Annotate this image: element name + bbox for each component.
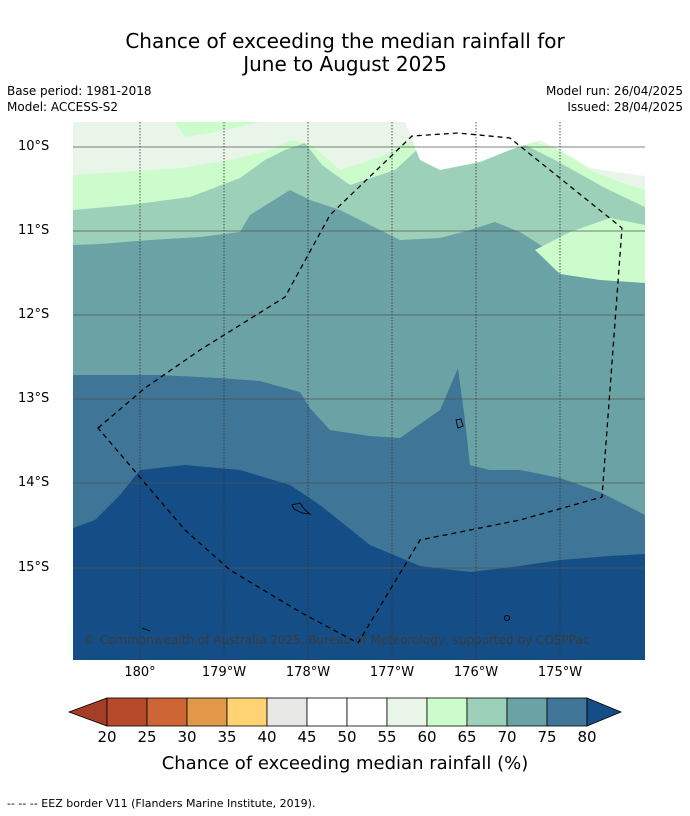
lat-label-15s: 15°S (18, 560, 50, 575)
lon-label-177w: 177°W (369, 665, 415, 680)
lon-label-176w: 176°W (453, 665, 499, 680)
rainfall-map (73, 122, 645, 660)
island-4 (141, 627, 151, 632)
band-45-55 (405, 122, 645, 176)
colorbar-swatch (306, 697, 348, 727)
colorbar-tick-label: 40 (257, 728, 277, 746)
issued-date: Issued: 28/04/2025 (567, 100, 683, 114)
colorbar-tick-label: 20 (97, 728, 117, 746)
colorbar-tick-label: 80 (577, 728, 597, 746)
colorbar-swatch (466, 697, 508, 727)
colorbar-tick-label: 60 (417, 728, 437, 746)
title-line-2: June to August 2025 (243, 52, 447, 76)
lat-label-12s: 12°S (18, 307, 50, 322)
islands (141, 418, 510, 632)
colorbar-tick-label: 30 (177, 728, 197, 746)
island-2 (455, 418, 464, 429)
lat-label-10s: 10°S (18, 139, 50, 154)
colorbar-swatch (506, 697, 548, 727)
colorbar-swatch (226, 697, 268, 727)
lat-label-14s: 14°S (18, 475, 50, 490)
lon-label-175w: 175°W (537, 665, 583, 680)
model-run: Model run: 26/04/2025 (545, 84, 683, 98)
base-period: Base period: 1981-2018 (7, 84, 152, 98)
lat-label-13s: 13°S (18, 391, 50, 406)
lat-label-11s: 11°S (18, 223, 50, 238)
band-60-65-wedge (535, 218, 645, 283)
graticule (73, 146, 645, 569)
title-line-1: Chance of exceeding the median rainfall … (125, 29, 565, 53)
band-60-65-nub (175, 122, 260, 137)
meta-right: Model run: 26/04/2025 Issued: 28/04/2025 (546, 83, 683, 115)
lon-label-179w: 179°W (201, 665, 247, 680)
colorbar-tick-label: 45 (297, 728, 317, 746)
colorbar-swatch (186, 697, 228, 727)
band-70-75-mid (73, 266, 620, 470)
colorbar-tick-label: 65 (457, 728, 477, 746)
copyright-notice: © Commonwealth of Australia 2025, Bureau… (84, 633, 590, 647)
colorbar-swatch (346, 697, 388, 727)
map-title: Chance of exceeding the median rainfall … (0, 30, 690, 76)
model-name: Model: ACCESS-S2 (7, 100, 119, 114)
colorbar-swatch (266, 697, 308, 727)
island-1 (291, 502, 312, 515)
meta-left: Base period: 1981-2018 Model: ACCESS-S2 (7, 83, 152, 115)
colorbar-tick-label: 25 (137, 728, 157, 746)
island-3 (504, 615, 510, 621)
colorbar-swatch (426, 697, 468, 727)
colorbar-tick-label: 50 (337, 728, 357, 746)
colorbar-tick-label: 70 (497, 728, 517, 746)
lon-label-180: 180° (124, 665, 156, 680)
colorbar-tick-label: 55 (377, 728, 397, 746)
meridians (139, 122, 561, 660)
colorbar-tick-label: 35 (217, 728, 237, 746)
band-55-60 (73, 122, 645, 190)
colorbar-extend-high (586, 697, 623, 727)
lon-label-178w: 178°W (285, 665, 331, 680)
colorbar-tick-label: 75 (537, 728, 557, 746)
colorbar-swatch (146, 697, 188, 727)
eez-footnote: -- -- -- EEZ border V11 (Flanders Marine… (7, 797, 316, 810)
eez-border (97, 132, 623, 644)
colorbar-label: Chance of exceeding median rainfall (%) (161, 753, 529, 774)
colorbar-swatch (546, 697, 588, 727)
colorbar-swatch (106, 697, 148, 727)
colorbar-extend-low (67, 697, 108, 727)
colorbar-swatch (386, 697, 428, 727)
colorbar (67, 697, 623, 727)
